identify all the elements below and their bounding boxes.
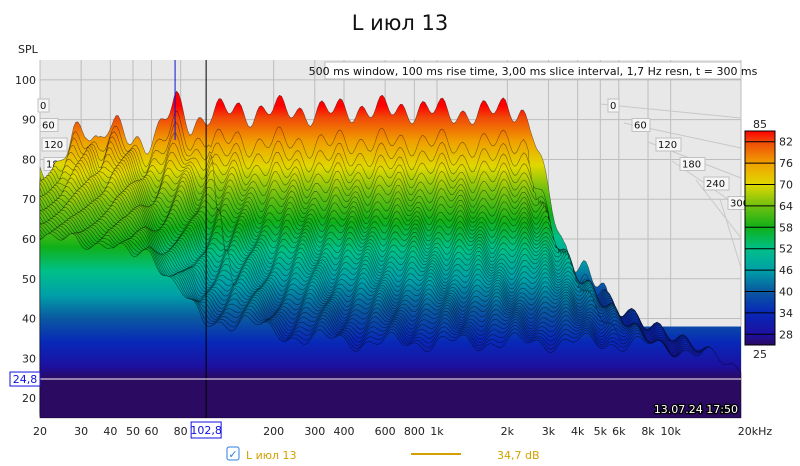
y-axis-label: SPL <box>18 43 39 56</box>
colorbar-label: 82 <box>779 136 793 149</box>
time-label-right-box <box>607 98 620 113</box>
y-tick-label: 40 <box>22 313 36 326</box>
colorbar-label: 46 <box>779 264 793 277</box>
colorbar: 82 76 70 64 58 52 46 40 34 28 <box>744 130 793 346</box>
cursor-freq-readout: 102,8 <box>190 424 222 437</box>
time-label-right: 120 <box>658 140 677 151</box>
x-tick-label: 2k <box>501 425 515 438</box>
waterfall-slices <box>39 90 742 419</box>
time-label-left: 0 <box>40 101 46 112</box>
x-tick-label: 40 <box>103 425 117 438</box>
colorbar-label: 34 <box>779 307 793 320</box>
x-tick-label: 6k <box>612 425 626 438</box>
time-label-right: 300 <box>730 199 749 210</box>
x-tick-label: 5k <box>594 425 608 438</box>
waterfall-slice <box>39 233 742 419</box>
time-label-right: 240 <box>706 179 725 190</box>
y-tick-label: 50 <box>22 273 36 286</box>
colorbar-label: 70 <box>779 179 793 192</box>
x-tick-label: 8k <box>641 425 655 438</box>
x-tick-label: 400 <box>334 425 355 438</box>
x-tick-label: 10k <box>660 425 681 438</box>
y-tick-label: 100 <box>15 74 36 87</box>
time-label-right-box <box>679 157 706 171</box>
time-label-right: 60 <box>634 121 647 132</box>
cursor-spl-box <box>9 371 41 387</box>
time-label-left-box <box>37 98 50 113</box>
check-icon: ✓ <box>228 448 237 461</box>
y-ticks: 100 90 80 70 60 50 40 30 20 <box>15 74 36 405</box>
info-box <box>324 61 742 80</box>
time-label-right-box <box>631 118 651 132</box>
time-label-right-box <box>703 176 730 191</box>
x-ticks: 20 30 40 50 60 80 200 300 400 600 800 1k 2k 3k 4k 5k 6k 8… <box>33 425 772 438</box>
x-tick-label: 4k <box>571 425 585 438</box>
time-label-right: 180 <box>682 160 701 171</box>
x-tick-label: 50 <box>126 425 140 438</box>
chart-title: L июл 13 <box>352 11 449 35</box>
x-tick-label: 30 <box>74 425 88 438</box>
x-tick-label: 1k <box>430 425 444 438</box>
colorbar-label: 58 <box>779 221 793 234</box>
x-tick-label: 200 <box>263 425 284 438</box>
x-tick-label: 300 <box>304 425 325 438</box>
time-label-left-box <box>39 118 59 132</box>
x-tick-label: 600 <box>375 425 396 438</box>
colorbar-max-label: 85 <box>753 118 767 131</box>
wall-line <box>599 103 742 119</box>
slice-surface <box>39 233 742 419</box>
colorbar-min-label: 25 <box>753 348 767 361</box>
y-tick-label: 60 <box>22 233 36 246</box>
cursor-freq-box <box>190 421 222 439</box>
x-tick-label: 800 <box>404 425 425 438</box>
legend: ✓ L июл 13 34,7 dB <box>226 446 540 462</box>
timestamp: 13.07.24 17:50 <box>654 403 738 416</box>
colorbar-label: 28 <box>779 328 793 341</box>
legend-value: 34,7 dB <box>497 449 540 462</box>
x-tick-label: 60 <box>144 425 158 438</box>
colorbar-gradient <box>744 130 776 346</box>
y-tick-label: 20 <box>22 392 36 405</box>
colorbar-label: 40 <box>779 286 793 299</box>
time-label-left: 60 <box>42 121 55 132</box>
y-tick-label: 70 <box>22 193 36 206</box>
time-label-left: 120 <box>44 140 63 151</box>
x-tick-label: 20 <box>33 425 47 438</box>
cursor-spl-readout: 24,8 <box>13 373 38 386</box>
wall-line <box>719 198 742 269</box>
y-tick-label: 30 <box>22 352 36 365</box>
legend-name: L июл 13 <box>246 449 297 462</box>
time-label-left-box <box>41 137 68 152</box>
colorbar-label: 64 <box>779 200 793 213</box>
time-label-right: 0 <box>610 101 616 112</box>
y-tick-label: 90 <box>22 114 36 127</box>
x-tick-label: 3k <box>542 425 556 438</box>
y-tick-label: 80 <box>22 153 36 166</box>
time-label-right-box <box>655 137 682 152</box>
colorbar-label: 52 <box>779 243 793 256</box>
legend-checkbox[interactable] <box>226 446 240 461</box>
x-tick-label: 80 <box>174 425 188 438</box>
colorbar-label: 76 <box>779 157 793 170</box>
info-text: 500 ms window, 100 ms rise time, 3,00 ms… <box>309 65 758 78</box>
x-tick-label: 20kHz <box>738 425 773 438</box>
